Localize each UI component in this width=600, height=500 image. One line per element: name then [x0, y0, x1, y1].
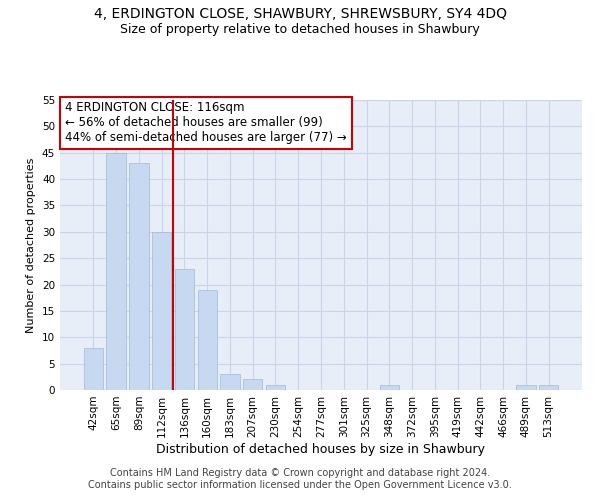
- Bar: [197, 290, 217, 390]
- Bar: [243, 380, 262, 390]
- Bar: [266, 384, 285, 390]
- Text: Contains HM Land Registry data © Crown copyright and database right 2024.
Contai: Contains HM Land Registry data © Crown c…: [88, 468, 512, 490]
- Bar: [539, 384, 558, 390]
- Text: Size of property relative to detached houses in Shawbury: Size of property relative to detached ho…: [120, 22, 480, 36]
- Bar: [106, 152, 126, 390]
- Text: Distribution of detached houses by size in Shawbury: Distribution of detached houses by size …: [157, 442, 485, 456]
- Text: 4, ERDINGTON CLOSE, SHAWBURY, SHREWSBURY, SY4 4DQ: 4, ERDINGTON CLOSE, SHAWBURY, SHREWSBURY…: [94, 8, 506, 22]
- Bar: [220, 374, 239, 390]
- Bar: [175, 268, 194, 390]
- Bar: [129, 164, 149, 390]
- Bar: [152, 232, 172, 390]
- Y-axis label: Number of detached properties: Number of detached properties: [26, 158, 37, 332]
- Text: 4 ERDINGTON CLOSE: 116sqm
← 56% of detached houses are smaller (99)
44% of semi-: 4 ERDINGTON CLOSE: 116sqm ← 56% of detac…: [65, 102, 347, 144]
- Bar: [380, 384, 399, 390]
- Bar: [516, 384, 536, 390]
- Bar: [84, 348, 103, 390]
